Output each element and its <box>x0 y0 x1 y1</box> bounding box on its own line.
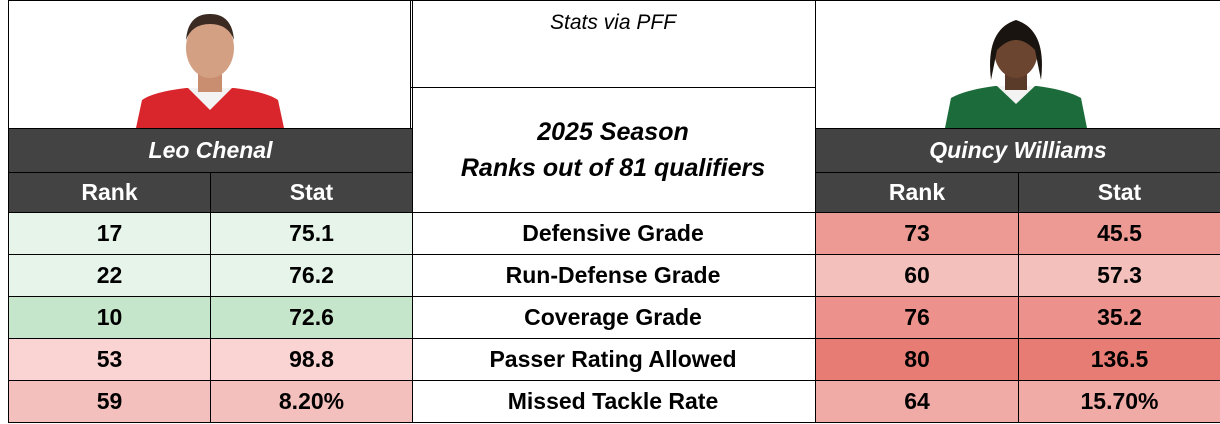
rank-cell: 59 <box>8 380 211 423</box>
stat-cell: 136.5 <box>1018 338 1220 381</box>
photo-right <box>945 20 1087 128</box>
photo-frame <box>815 0 1220 129</box>
column-header: Rank <box>815 172 1019 213</box>
rank-cell: 22 <box>8 254 211 297</box>
stat-cell: 45.5 <box>1018 212 1220 255</box>
rank-cell: 80 <box>815 338 1019 381</box>
metric-label: Run-Defense Grade <box>410 254 816 297</box>
stat-cell: 72.6 <box>210 296 413 339</box>
column-header: Stat <box>210 172 413 213</box>
stat-cell: 15.70% <box>1018 380 1220 423</box>
column-header: Stat <box>1018 172 1220 213</box>
metric-label: Missed Tackle Rate <box>410 380 816 423</box>
player-name: Leo Chenal <box>8 128 413 173</box>
metric-label: Defensive Grade <box>410 212 816 255</box>
rank-cell: 73 <box>815 212 1019 255</box>
rank-cell: 64 <box>815 380 1019 423</box>
stat-cell: 75.1 <box>210 212 413 255</box>
rank-cell: 17 <box>8 212 211 255</box>
source-note: Stats via PFF <box>410 0 816 88</box>
metric-label: Coverage Grade <box>410 296 816 339</box>
stat-cell: 98.8 <box>210 338 413 381</box>
player-name: Quincy Williams <box>815 128 1220 173</box>
stat-cell: 8.20% <box>210 380 413 423</box>
rank-cell: 10 <box>8 296 211 339</box>
title-line: 2025 Season <box>537 118 689 146</box>
rank-cell: 76 <box>815 296 1019 339</box>
column-header: Rank <box>8 172 211 213</box>
stat-cell: 76.2 <box>210 254 413 297</box>
metric-label: Passer Rating Allowed <box>410 338 816 381</box>
title-line: Ranks out of 81 qualifiers <box>460 154 766 182</box>
photo-left <box>136 14 284 128</box>
stat-cell: 57.3 <box>1018 254 1220 297</box>
photo-frame <box>8 0 413 129</box>
rank-cell: 53 <box>8 338 211 381</box>
rank-cell: 60 <box>815 254 1019 297</box>
table-title: 2025 Season Ranks out of 81 qualifiers <box>410 87 816 213</box>
stat-cell: 35.2 <box>1018 296 1220 339</box>
